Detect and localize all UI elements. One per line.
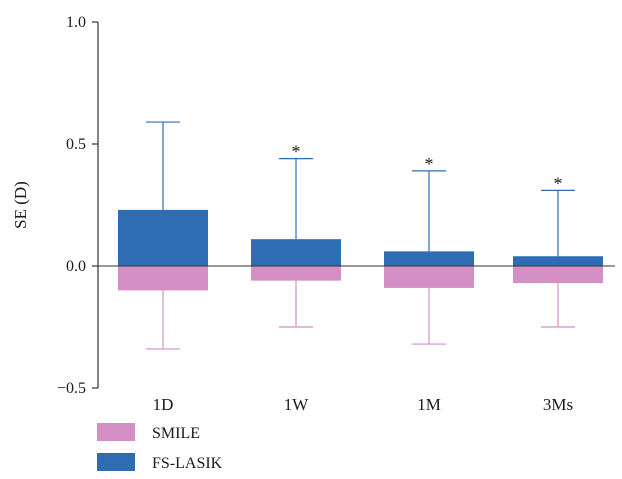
x-tick-label: 3Ms [543,395,573,414]
x-tick-label: 1W [284,395,310,414]
significance-marker: * [425,154,434,174]
y-tick-label: 0.0 [66,258,86,275]
y-tick-label: 1.0 [66,14,86,31]
significance-marker: * [554,173,563,193]
legend-swatch-fs-lasik [97,453,135,471]
x-tick-label: 1M [417,395,441,414]
y-tick-label: −0.5 [57,380,86,397]
bar-smile-1M [384,266,474,288]
bar-smile-3Ms [513,266,603,284]
bar-fs-lasik-1D [118,209,208,266]
bars-layer [118,209,603,291]
y-tick-label: 0.5 [66,136,86,153]
bar-smile-1W [251,266,341,281]
bar-fs-lasik-3Ms [513,256,603,266]
labels-layer: 1D 1W 1M 3Ms * * * −0.5 0.0 0.5 1.0 SE (D) [11,14,573,414]
axis-layer [92,21,615,389]
significance-marker: * [292,142,301,162]
legend: SMILE FS-LASIK [97,423,223,472]
bar-fs-lasik-1M [384,251,474,266]
error-bars-layer [146,121,575,350]
y-axis-title: SE (D) [11,181,30,229]
legend-label-smile: SMILE [152,425,200,442]
bar-fs-lasik-1W [251,239,341,266]
legend-swatch-smile [97,423,135,441]
bar-smile-1D [118,266,208,291]
legend-label-fs-lasik: FS-LASIK [152,455,223,472]
x-tick-label: 1D [153,395,174,414]
